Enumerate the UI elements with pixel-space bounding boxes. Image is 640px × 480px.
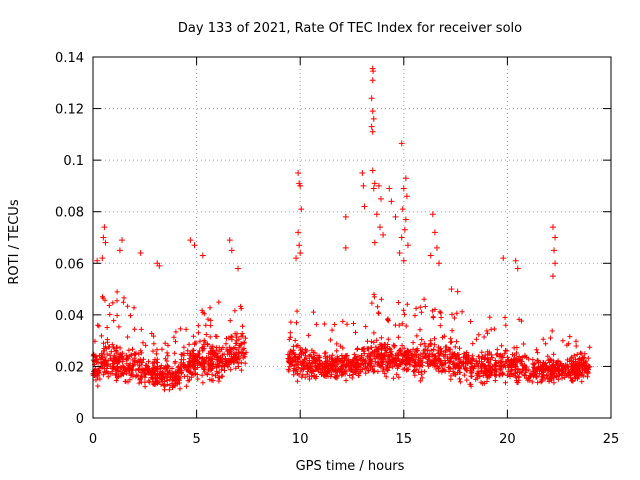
outlier-point bbox=[369, 108, 376, 115]
outlier-point bbox=[402, 175, 409, 182]
outlier-point bbox=[368, 123, 375, 130]
x-tick-label: 20 bbox=[499, 432, 516, 447]
x-tick-label: 10 bbox=[292, 432, 309, 447]
x-tick-label: 15 bbox=[396, 432, 413, 447]
outlier-point bbox=[448, 286, 455, 293]
outlier-point bbox=[549, 273, 556, 280]
outlier-point bbox=[371, 239, 378, 246]
outlier-point bbox=[380, 231, 387, 238]
outlier-point bbox=[137, 249, 144, 256]
outlier-point bbox=[370, 185, 377, 192]
x-axis-label: GPS time / hours bbox=[296, 459, 405, 474]
outlier-point bbox=[293, 255, 300, 262]
outlier-point bbox=[298, 206, 305, 213]
outlier-point bbox=[375, 182, 382, 189]
outlier-point bbox=[399, 206, 406, 213]
y-axis-label: ROTI / TECUs bbox=[7, 199, 22, 284]
outlier-point bbox=[102, 239, 109, 246]
outlier-point bbox=[342, 213, 349, 220]
outlier-point bbox=[296, 180, 303, 187]
outlier-point bbox=[436, 260, 443, 267]
outlier-point bbox=[369, 77, 376, 84]
outlier-point bbox=[552, 260, 559, 267]
outlier-point bbox=[549, 224, 556, 231]
x-tick-label: 5 bbox=[192, 432, 200, 447]
y-tick-label: 0.04 bbox=[55, 309, 84, 324]
outlier-point bbox=[398, 234, 405, 241]
x-tick-label: 0 bbox=[89, 432, 97, 447]
outlier-point bbox=[156, 262, 163, 269]
outlier-point bbox=[392, 213, 399, 220]
outlier-point bbox=[360, 182, 367, 189]
outlier-point bbox=[199, 252, 206, 259]
outlier-point bbox=[400, 257, 407, 264]
outlier-point bbox=[187, 237, 194, 244]
outlier-point bbox=[226, 237, 233, 244]
outlier-point bbox=[370, 68, 377, 75]
x-tick-label: 25 bbox=[603, 432, 620, 447]
outlier-point bbox=[119, 237, 126, 244]
outlier-point bbox=[359, 170, 366, 177]
axis-ticks: 0 0.02 0.04 0.06 0.08 0.1 0.12 0.14 0 5 10 15 20 25 bbox=[55, 51, 619, 447]
outlier-point bbox=[368, 95, 375, 102]
outlier-point bbox=[404, 242, 411, 249]
outlier-point bbox=[400, 185, 407, 192]
y-tick-label: 0 bbox=[76, 412, 84, 427]
outlier-point bbox=[378, 195, 385, 202]
outlier-point bbox=[402, 216, 409, 223]
outlier-point bbox=[373, 211, 380, 218]
outlier-point bbox=[235, 265, 242, 272]
chart-title: Day 133 of 2021, Rate Of TEC Index for r… bbox=[178, 21, 522, 36]
outlier-point bbox=[296, 242, 303, 249]
outlier-point bbox=[431, 229, 438, 236]
data-points bbox=[90, 65, 593, 393]
outlier-point bbox=[297, 182, 304, 189]
y-tick-label: 0.14 bbox=[55, 51, 84, 66]
y-tick-label: 0.02 bbox=[55, 360, 84, 375]
outlier-point bbox=[398, 140, 405, 147]
outlier-point bbox=[376, 224, 383, 231]
outlier-point bbox=[295, 229, 302, 236]
outlier-point bbox=[342, 244, 349, 251]
outlier-point bbox=[99, 255, 106, 262]
outlier-point bbox=[433, 244, 440, 251]
outlier-point bbox=[228, 247, 235, 254]
outlier-point bbox=[427, 252, 434, 259]
outlier-point bbox=[100, 234, 107, 241]
outlier-point bbox=[454, 288, 461, 295]
outlier-point bbox=[552, 234, 559, 241]
outlier-point bbox=[295, 170, 302, 177]
outlier-point bbox=[429, 211, 436, 218]
outlier-point bbox=[116, 247, 123, 254]
outlier-point bbox=[500, 255, 507, 262]
outlier-point bbox=[297, 249, 304, 256]
plot-frame bbox=[92, 56, 612, 419]
outlier-point bbox=[396, 249, 403, 256]
outlier-point bbox=[361, 203, 368, 210]
outlier-point bbox=[371, 180, 378, 187]
y-tick-label: 0.06 bbox=[55, 257, 84, 272]
outlier-point bbox=[514, 265, 521, 272]
outlier-point bbox=[551, 247, 558, 254]
outlier-point bbox=[101, 224, 108, 231]
outlier-point bbox=[401, 226, 408, 233]
outlier-point bbox=[388, 198, 395, 205]
outlier-point bbox=[386, 185, 393, 192]
outlier-point bbox=[403, 193, 410, 200]
y-tick-label: 0.08 bbox=[55, 206, 84, 221]
outlier-point bbox=[369, 128, 376, 135]
outlier-point bbox=[370, 115, 377, 122]
outlier-point bbox=[512, 257, 519, 264]
outlier-point bbox=[369, 167, 376, 174]
y-tick-label: 0.1 bbox=[63, 154, 84, 169]
y-tick-label: 0.12 bbox=[55, 103, 84, 118]
dense-band-markers bbox=[90, 289, 593, 393]
outlier-point bbox=[94, 257, 101, 264]
outlier-point bbox=[191, 242, 198, 249]
